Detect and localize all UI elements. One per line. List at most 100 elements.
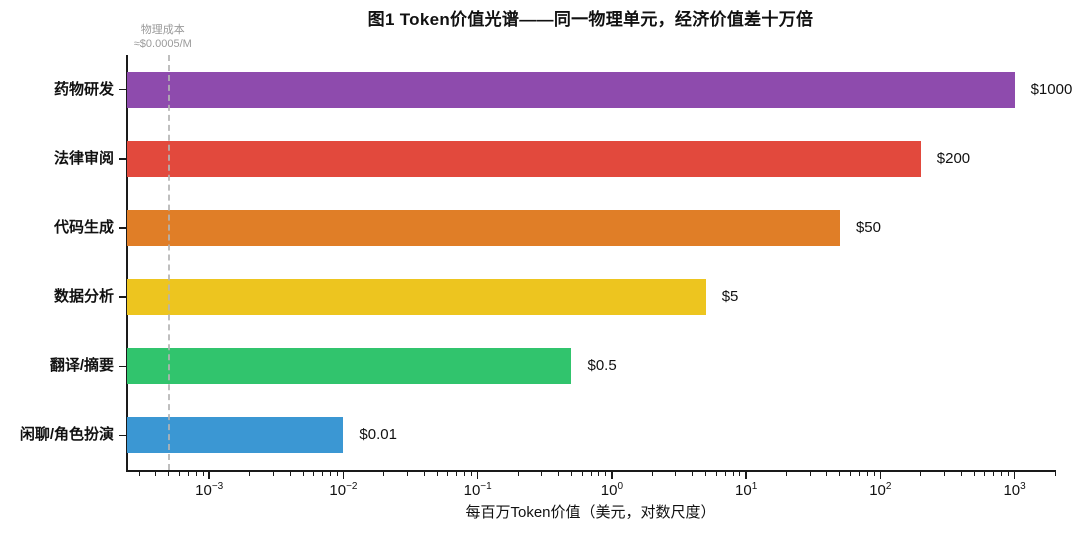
- value-label: $200: [936, 149, 971, 167]
- x-minor-tick: [866, 471, 868, 476]
- x-minor-tick: [202, 471, 204, 476]
- x-minor-tick: [570, 471, 572, 476]
- annotation-line-2: ≈$0.0005/M: [133, 37, 192, 50]
- x-tick-label: 10−3: [195, 481, 224, 499]
- y-axis-spine: [126, 55, 128, 470]
- y-tick: [119, 365, 126, 367]
- x-minor-tick: [138, 471, 140, 476]
- x-minor-tick: [302, 471, 304, 476]
- x-minor-tick: [943, 471, 945, 476]
- x-minor-tick: [960, 471, 962, 476]
- x-minor-tick: [406, 471, 408, 476]
- annotation-line-1: 物理成本: [140, 24, 185, 36]
- x-minor-tick: [1054, 471, 1056, 476]
- reference-line-annotation: 物理成本 ≈$0.0005/M: [83, 24, 243, 51]
- x-minor-tick: [336, 471, 338, 476]
- x-minor-tick: [329, 471, 331, 476]
- x-minor-tick: [168, 471, 170, 476]
- x-tick-label: 10−1: [463, 481, 492, 499]
- value-label: $5: [721, 288, 739, 306]
- x-minor-tick: [557, 471, 559, 476]
- x-minor-tick: [786, 471, 788, 476]
- x-major-tick: [476, 471, 479, 479]
- y-tick-label: 数据分析: [53, 288, 114, 306]
- x-minor-tick: [249, 471, 251, 476]
- x-minor-tick: [973, 471, 975, 476]
- x-minor-tick: [517, 471, 519, 476]
- bar: [127, 417, 344, 454]
- value-label: $0.5: [587, 357, 617, 375]
- x-minor-tick: [187, 471, 189, 476]
- chart-title: 图1 Token价值光谱——同一物理单元，经济价值差十万倍: [367, 10, 814, 29]
- x-minor-tick: [383, 471, 385, 476]
- x-minor-tick: [447, 471, 449, 476]
- x-axis-label: 每百万Token价值（美元，对数尺度）: [465, 504, 716, 521]
- x-minor-tick: [464, 471, 466, 476]
- x-minor-tick: [839, 471, 841, 476]
- x-minor-tick: [195, 471, 197, 476]
- y-tick: [119, 88, 126, 91]
- x-minor-tick: [598, 471, 600, 476]
- y-tick-label: 药物研发: [53, 80, 114, 98]
- x-minor-tick: [605, 471, 607, 476]
- x-minor-tick: [155, 471, 157, 476]
- x-minor-tick: [322, 471, 324, 476]
- x-major-tick: [611, 471, 613, 479]
- x-tick-label: 10−2: [329, 481, 358, 499]
- x-major-tick: [745, 471, 747, 479]
- bar: [127, 71, 1015, 108]
- x-major-tick: [1013, 471, 1016, 479]
- x-minor-tick: [651, 471, 653, 476]
- x-minor-tick: [873, 471, 875, 476]
- x-minor-tick: [692, 471, 694, 476]
- x-minor-tick: [739, 471, 741, 476]
- reference-dashed-line: [167, 55, 170, 470]
- value-label: $1000: [1030, 80, 1073, 98]
- x-minor-tick: [456, 471, 458, 476]
- x-minor-tick: [984, 471, 986, 476]
- value-label: $0.01: [359, 426, 397, 444]
- bar: [127, 348, 572, 385]
- x-minor-tick: [1001, 471, 1003, 476]
- x-tick-label: 100: [600, 481, 624, 499]
- x-tick-label: 101: [735, 481, 758, 499]
- x-minor-tick: [705, 471, 707, 476]
- y-tick: [119, 158, 126, 160]
- x-minor-tick: [1007, 471, 1009, 476]
- x-minor-tick: [590, 471, 592, 476]
- x-minor-tick: [423, 471, 425, 476]
- x-major-tick: [879, 471, 882, 479]
- x-minor-tick: [732, 471, 734, 476]
- y-tick: [119, 434, 126, 437]
- x-minor-tick: [289, 471, 291, 476]
- bar: [127, 209, 840, 246]
- x-minor-tick: [826, 471, 828, 476]
- x-axis-spine: [126, 470, 1056, 472]
- x-minor-tick: [313, 471, 315, 476]
- x-minor-tick: [920, 471, 922, 476]
- bar: [127, 279, 706, 316]
- x-minor-tick: [178, 471, 180, 476]
- y-tick-label: 法律审阅: [53, 149, 114, 167]
- y-tick: [119, 296, 126, 298]
- x-minor-tick: [850, 471, 852, 476]
- x-minor-tick: [581, 471, 583, 476]
- y-tick: [119, 227, 126, 229]
- y-tick-label: 闲聊/角色扮演: [19, 426, 114, 444]
- x-major-tick: [342, 471, 345, 479]
- x-minor-tick: [675, 471, 677, 476]
- x-minor-tick: [809, 471, 811, 476]
- x-minor-tick: [471, 471, 473, 476]
- value-label: $50: [855, 218, 881, 236]
- x-minor-tick: [993, 471, 995, 476]
- x-minor-tick: [541, 471, 543, 476]
- x-minor-tick: [715, 471, 717, 476]
- x-minor-tick: [436, 471, 438, 476]
- x-minor-tick: [272, 471, 274, 476]
- x-tick-label: 103: [1003, 481, 1026, 499]
- y-tick-label: 翻译/摘要: [49, 357, 114, 375]
- x-minor-tick: [724, 471, 726, 476]
- bar: [127, 140, 921, 177]
